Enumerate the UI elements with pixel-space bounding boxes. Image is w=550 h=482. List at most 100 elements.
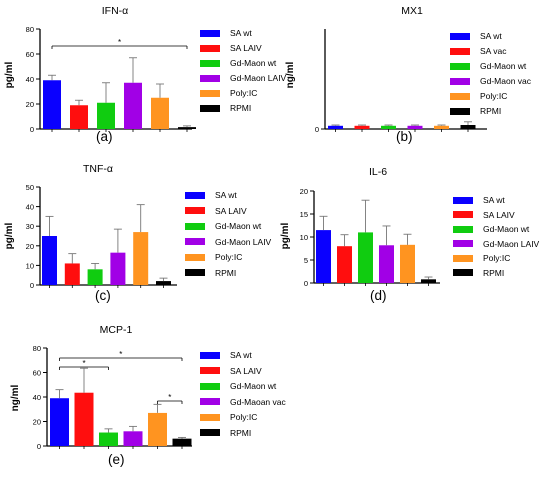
legend-swatch <box>200 429 220 436</box>
legend-item: SA LAIV <box>200 365 262 377</box>
legend-item: RPMI <box>453 267 504 279</box>
chart-title: MCP-1 <box>100 324 133 336</box>
legend-swatch <box>185 191 205 199</box>
y-tick-label: 20 <box>33 418 41 427</box>
chart-panel-a: IFN-α pg/ml 0 20 40 60 80 * (a) <box>4 5 196 144</box>
legend-item: Gd-Maon wt <box>185 220 261 232</box>
y-tick-label: 20 <box>26 242 34 251</box>
y-tick-label: 50 <box>26 183 34 192</box>
legend-swatch <box>450 107 470 115</box>
bar-sa-laiv <box>70 105 88 129</box>
legend-swatch <box>185 253 205 261</box>
legend-label: RPMI <box>480 106 502 116</box>
panel-label: (d) <box>370 288 387 303</box>
legend-item: Gd-Maon LAIV <box>200 72 286 84</box>
legend-item: RPMI <box>185 267 236 279</box>
bar-rpmi <box>172 438 192 446</box>
y-axis-label: ng/ml <box>10 384 21 411</box>
legend-item: SA wt <box>185 189 237 201</box>
legend-label: Poly:IC <box>230 88 258 98</box>
legend-swatch <box>453 254 473 262</box>
legend-label: SA LAIV <box>230 43 262 53</box>
panel-label: (e) <box>108 452 125 467</box>
chart-title: IL-6 <box>369 166 387 178</box>
y-tick-label: 10 <box>26 261 34 270</box>
legend-label: Poly:IC <box>483 253 511 263</box>
legend-label: Poly:IC <box>230 412 258 422</box>
legend-item: RPMI <box>200 102 251 114</box>
legend-swatch <box>453 196 473 204</box>
legend-label: SA wt <box>480 31 502 41</box>
y-tick-label: 0 <box>304 279 308 288</box>
legend-label: Poly:IC <box>215 252 243 262</box>
y-axis-label: pg/ml <box>4 61 15 88</box>
legend-item: Gd-Maon LAIV <box>185 236 271 248</box>
y-axis-label: pg/ml <box>280 222 291 249</box>
legend-item: Poly:IC <box>453 252 510 264</box>
significance-marker: * <box>82 359 85 368</box>
y-tick-label: 30 <box>26 222 34 231</box>
legend-swatch <box>200 59 220 67</box>
legend-swatch <box>185 207 205 214</box>
legend-item: Gd-Maon vac <box>450 75 531 87</box>
bar-rpmi <box>178 127 196 129</box>
legend-label: Gd-Maon LAIV <box>215 236 272 247</box>
bar-gd-maon-vac <box>407 125 423 129</box>
legend-label: Gd-Maon vac <box>480 76 532 86</box>
legend-swatch <box>200 89 220 97</box>
legend-label: SA wt <box>483 195 505 205</box>
significance-marker: * <box>119 350 122 359</box>
significance-marker: * <box>168 393 171 402</box>
legend-item: SA wt <box>200 27 252 39</box>
y-tick-label: 0 <box>30 281 34 290</box>
y-tick-label: 5 <box>304 256 308 265</box>
chart-panel-e: MCP-1 ng/ml 0 20 40 60 80 * * * (e) <box>10 324 192 467</box>
y-tick-label: 20 <box>300 187 308 196</box>
y-tick-label: 0 <box>30 125 34 134</box>
legend-item: Gd-Maon LAIV <box>453 238 539 250</box>
bar-gd-maon-wt <box>381 125 396 129</box>
bar-poly-ic <box>151 97 169 129</box>
legend-item: RPMI <box>200 427 251 439</box>
bar-gd-maoan-vac <box>123 431 143 446</box>
bar-sa-laiv <box>337 246 352 283</box>
legend-item: SA vac <box>450 45 506 57</box>
legend-label: Gd-Maon wt <box>480 61 527 71</box>
legend-label: Gd-Maon LAIV <box>230 73 287 83</box>
legend-item: SA LAIV <box>185 205 247 217</box>
chart-panel-d: IL-6 pg/ml 0 5 10 15 20 (d) <box>280 166 440 303</box>
legend-swatch <box>200 104 220 112</box>
legend-swatch <box>450 92 470 100</box>
legend-item: SA wt <box>453 194 505 206</box>
y-axis-label: pg/ml <box>4 222 15 249</box>
y-tick-label: 0 <box>315 125 319 134</box>
legend-swatch <box>185 238 205 245</box>
legend-label: RPMI <box>230 103 252 113</box>
y-tick-label: 15 <box>300 210 308 219</box>
legend-swatch <box>200 398 220 405</box>
bar-poly-ic <box>133 232 149 285</box>
bar-poly-ic <box>434 125 449 129</box>
legend-label: SA wt <box>230 350 252 360</box>
bar-sa-laiv <box>64 263 80 285</box>
legend-label: Gd-Maoan vac <box>230 396 286 407</box>
legend-swatch <box>200 367 220 374</box>
chart-title: TNF-α <box>83 163 113 175</box>
legend-swatch <box>200 29 220 37</box>
y-tick-label: 0 <box>37 442 41 451</box>
legend-swatch <box>185 269 205 276</box>
legend-item: SA LAIV <box>200 42 262 54</box>
bar-rpmi <box>156 281 171 285</box>
legend-item: Gd-Maon wt <box>450 60 526 72</box>
legend-item: Poly:IC <box>200 87 257 99</box>
bar-sa-wt <box>43 80 61 129</box>
legend-label: SA wt <box>230 28 252 38</box>
legend-item: Poly:IC <box>450 90 507 102</box>
bar-gd-maon-wt <box>87 269 103 285</box>
chart-panel-c: TNF-α pg/ml 0 10 20 30 40 50 (c) <box>4 163 177 303</box>
legend-label: Gd-Maon wt <box>215 221 262 231</box>
legend-label: SA vac <box>480 46 507 56</box>
bar-sa-wt <box>50 398 69 446</box>
